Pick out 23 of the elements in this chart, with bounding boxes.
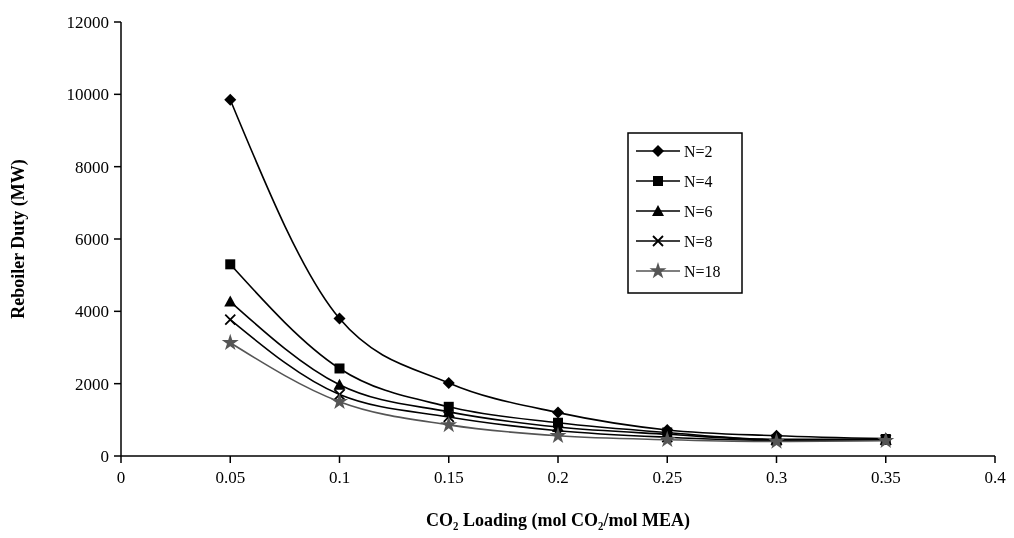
legend-label: N=8 (684, 232, 713, 250)
y-tick-label: 2000 (75, 374, 109, 394)
legend-label: N=4 (684, 172, 713, 190)
x-tick-label: 0.3 (765, 468, 788, 487)
x-tick-label: 0.4 (984, 468, 1007, 487)
x-tick-label: 0.35 (870, 468, 901, 487)
y-tick-label: 6000 (75, 229, 109, 249)
x-tick-label: 0.25 (652, 468, 683, 487)
x-tick-label: 0 (116, 468, 126, 487)
x-tick-label: 0.2 (547, 468, 569, 487)
x-tick-label: 0.15 (433, 468, 464, 487)
y-tick-label: 12000 (66, 12, 109, 32)
legend-label: N=6 (684, 202, 713, 220)
x-tick-label: 0.1 (328, 468, 351, 487)
y-tick-label: 10000 (66, 85, 109, 105)
y-tick-label: 8000 (75, 157, 109, 177)
y-tick-label: 4000 (75, 302, 109, 322)
legend-label: N=18 (684, 262, 721, 280)
y-axis-title: Reboiler Duty (MW) (8, 159, 29, 319)
x-axis-title: CO₂ Loading (mol CO₂/mol MEA) (426, 510, 690, 531)
y-tick-label: 0 (100, 446, 109, 466)
x-tick-label: 0.05 (215, 468, 246, 487)
legend-label: N=2 (684, 142, 713, 160)
